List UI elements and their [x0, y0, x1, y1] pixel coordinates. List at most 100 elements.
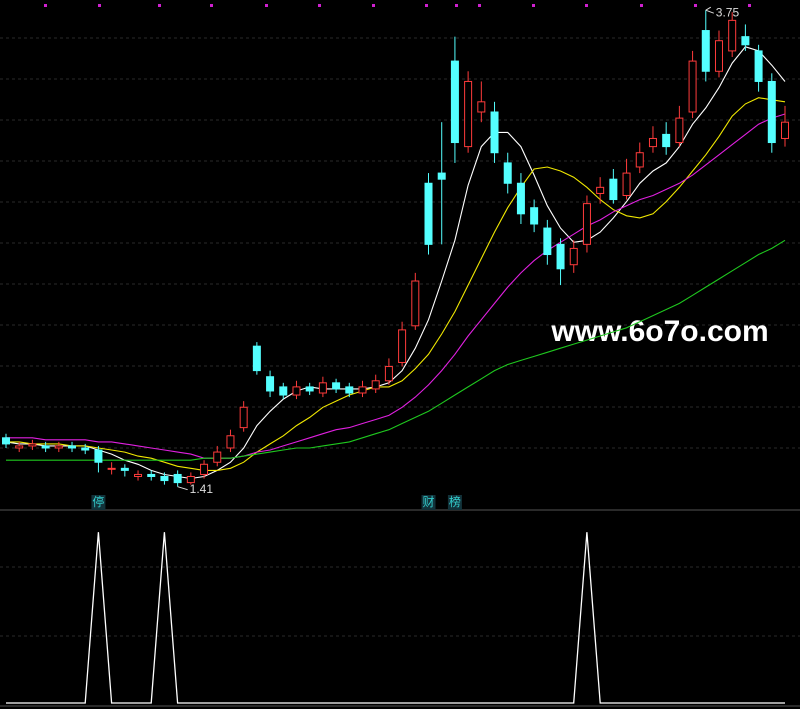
candle	[569, 240, 578, 273]
event-label-bg	[421, 495, 436, 510]
candle	[332, 378, 341, 394]
candle-body	[239, 406, 248, 429]
candle-body	[648, 137, 657, 148]
candle-body	[741, 36, 750, 46]
candle	[754, 44, 763, 92]
candle	[186, 472, 195, 485]
candle-body	[543, 227, 552, 256]
candle-body	[662, 133, 671, 148]
candle	[147, 470, 156, 481]
candle-body	[530, 207, 539, 225]
candle	[15, 441, 24, 453]
candle	[398, 321, 407, 367]
candle-body	[318, 382, 327, 394]
dot	[318, 4, 321, 7]
candle-body	[596, 186, 605, 194]
candle-body	[688, 60, 697, 113]
top-dots	[44, 4, 751, 7]
candle	[81, 443, 90, 455]
candle	[781, 105, 789, 147]
candle-body	[437, 172, 446, 180]
candle	[701, 10, 710, 82]
candle	[371, 374, 380, 394]
candle	[279, 382, 288, 400]
candle	[411, 272, 420, 330]
candle	[714, 30, 723, 78]
dot	[585, 4, 588, 7]
grid	[0, 37, 800, 707]
candle-body	[767, 80, 776, 144]
candle	[252, 342, 261, 375]
candle-body	[424, 182, 433, 245]
candle-body	[186, 475, 195, 484]
max-leader	[705, 6, 714, 14]
dot	[425, 4, 428, 7]
event-label-bg	[91, 495, 106, 510]
event-label: 榜	[449, 494, 461, 509]
candle	[384, 358, 393, 385]
candle-body	[213, 451, 222, 463]
dot	[532, 4, 535, 7]
candle	[345, 382, 354, 398]
candle-body	[411, 280, 420, 327]
candle	[41, 441, 50, 453]
signal-line	[6, 532, 785, 704]
candle	[94, 445, 103, 473]
candle	[767, 73, 776, 153]
candle	[556, 238, 565, 286]
candle	[239, 401, 248, 432]
candle	[543, 219, 552, 265]
candle	[68, 441, 77, 453]
event-label-bg	[447, 495, 462, 510]
candle-body	[754, 50, 763, 82]
moving-average-line	[5, 46, 786, 480]
candle-body	[147, 473, 156, 477]
candle	[2, 433, 10, 448]
candle-body	[345, 386, 354, 394]
candle-body	[609, 178, 618, 201]
candle	[318, 376, 327, 398]
candle	[648, 126, 657, 153]
candle-body	[635, 152, 644, 168]
candle	[173, 470, 182, 487]
max-price-label: 3.75	[716, 5, 740, 19]
candle-body	[160, 475, 169, 482]
candle-body	[569, 247, 578, 266]
candle	[503, 152, 512, 194]
dot	[455, 4, 458, 7]
candle	[635, 142, 644, 174]
candle	[622, 158, 631, 200]
candle-body	[701, 30, 710, 72]
candle	[450, 36, 459, 163]
dot	[478, 4, 481, 7]
candle-body	[28, 443, 37, 447]
candle-body	[781, 121, 789, 139]
candle-body	[292, 386, 301, 396]
candle	[28, 439, 37, 451]
candle	[675, 105, 684, 147]
event-label: 财	[423, 495, 435, 509]
candle-body	[556, 243, 565, 270]
candle	[424, 173, 433, 255]
candle-body	[200, 463, 209, 475]
candle-body	[15, 445, 24, 449]
candle-body	[107, 467, 116, 470]
candle-body	[371, 380, 380, 390]
event-label: 停	[92, 494, 104, 509]
dot	[98, 4, 101, 7]
candle-body	[714, 40, 723, 72]
candle-body	[384, 366, 393, 382]
candle-body	[305, 386, 314, 392]
candle	[582, 195, 591, 253]
candle	[358, 380, 367, 398]
candle	[200, 460, 209, 479]
candle-body	[2, 437, 10, 445]
candle-body	[450, 60, 459, 144]
candle	[688, 50, 697, 119]
candle	[530, 199, 539, 233]
candle	[54, 441, 63, 453]
candle-body	[94, 449, 103, 463]
candle	[120, 464, 129, 477]
